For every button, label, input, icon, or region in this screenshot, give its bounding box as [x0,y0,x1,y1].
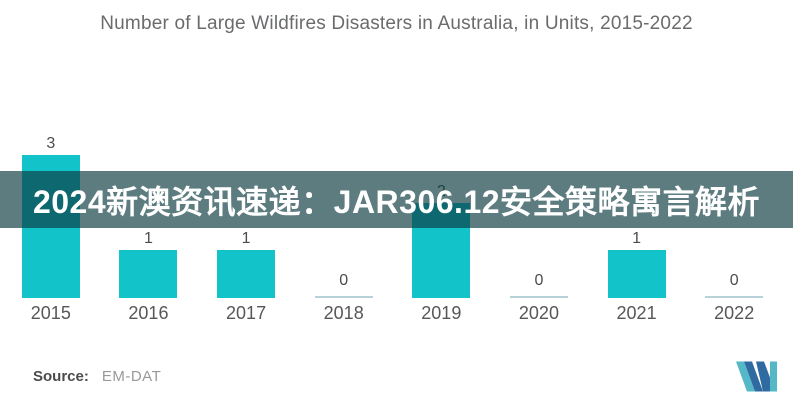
overlay-banner: 2024新澳资讯速递：JAR306.12安全策略寓言解析 [0,171,793,228]
bar-column-2018: 0 [295,130,393,298]
logo-blue-left-stripe [744,361,763,392]
bar-column-2021: 1 [588,130,686,298]
value-label-2017: 1 [241,230,251,247]
x-axis-label-2017: 2017 [226,303,267,323]
bar-column-2016: 1 [100,130,198,298]
chart-title: Number of Large Wildfires Disasters in A… [100,13,693,34]
value-label-2016: 1 [143,230,153,247]
zero-line-2020 [509,296,568,298]
value-label-2015: 3 [46,135,56,152]
x-axis-label-2020: 2020 [518,303,559,323]
x-axis-label-2018: 2018 [323,303,364,323]
x-axis-label-2015: 2015 [30,303,71,323]
x-axis-label-2019: 2019 [421,303,462,323]
source-label: Source: [33,368,89,385]
logo-teal-right-bar [770,361,777,392]
bar-2017 [217,250,276,298]
bar-column-2017: 1 [197,130,295,298]
x-axis-label-2016: 2016 [128,303,169,323]
bar-2021 [607,250,666,298]
mordor-intelligence-logo [736,361,777,392]
source-row: Source: EM-DAT [33,368,161,385]
x-axis-label-2021: 2021 [616,303,657,323]
x-axis-label-2022: 2022 [714,303,755,323]
value-label-2022: 0 [729,272,739,289]
value-label-2020: 0 [534,272,544,289]
zero-line-2022 [705,296,764,298]
logo-blue-right-stripe [756,361,770,392]
zero-line-2018 [314,296,373,298]
bar-2016 [119,250,178,298]
logo-teal-left-stripe [736,361,755,392]
bar-column-2020: 0 [490,130,588,298]
bar-column-2022: 0 [685,130,783,298]
value-label-2021: 1 [632,230,642,247]
value-label-2018: 0 [339,272,349,289]
source-value: EM-DAT [101,368,162,385]
x-axis-labels: 2015 2016 2017 2018 2019 2020 2021 2022 [2,303,783,324]
overlay-banner-text: 2024新澳资讯速递：JAR306.12安全策略寓言解析 [32,183,761,220]
